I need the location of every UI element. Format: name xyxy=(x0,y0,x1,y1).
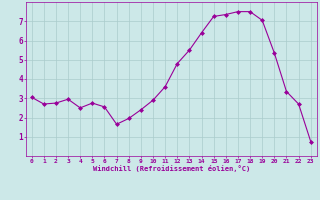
X-axis label: Windchill (Refroidissement éolien,°C): Windchill (Refroidissement éolien,°C) xyxy=(92,165,250,172)
